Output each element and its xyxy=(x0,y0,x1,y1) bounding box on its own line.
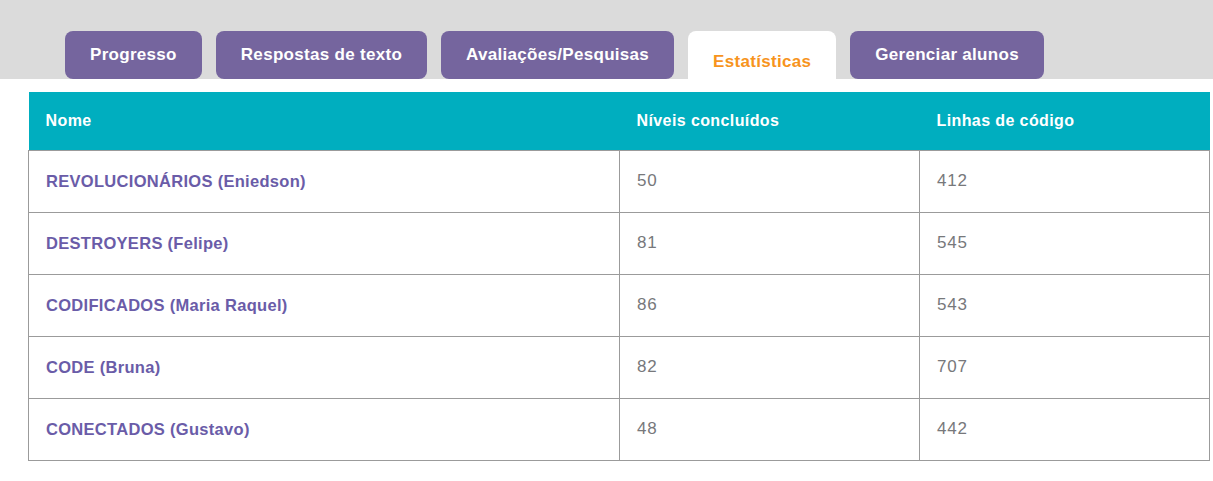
column-header-levels: Níveis concluídos xyxy=(620,92,920,150)
lines-of-code-cell: 442 xyxy=(920,398,1210,460)
lines-of-code-cell: 543 xyxy=(920,274,1210,336)
team-name-cell: REVOLUCIONÁRIOS (Eniedson) xyxy=(29,150,620,212)
column-header-name: Nome xyxy=(29,92,620,150)
table-row: CODE (Bruna) 82 707 xyxy=(29,336,1210,398)
levels-completed-cell: 82 xyxy=(620,336,920,398)
levels-completed-cell: 86 xyxy=(620,274,920,336)
statistics-table: Nome Níveis concluídos Linhas de código … xyxy=(28,92,1210,461)
table-row: DESTROYERS (Felipe) 81 545 xyxy=(29,212,1210,274)
table-row: CODIFICADOS (Maria Raquel) 86 543 xyxy=(29,274,1210,336)
levels-completed-cell: 48 xyxy=(620,398,920,460)
tab-estatisticas[interactable]: Estatísticas xyxy=(688,31,836,93)
tab-avaliacoes-pesquisas[interactable]: Avaliações/Pesquisas xyxy=(441,31,674,79)
team-name-cell: DESTROYERS (Felipe) xyxy=(29,212,620,274)
lines-of-code-cell: 545 xyxy=(920,212,1210,274)
table-header-row: Nome Níveis concluídos Linhas de código xyxy=(29,92,1210,150)
table-row: CONECTADOS (Gustavo) 48 442 xyxy=(29,398,1210,460)
lines-of-code-cell: 707 xyxy=(920,336,1210,398)
tab-progresso[interactable]: Progresso xyxy=(65,31,202,79)
lines-of-code-cell: 412 xyxy=(920,150,1210,212)
tab-gerenciar-alunos[interactable]: Gerenciar alunos xyxy=(850,31,1044,79)
team-name-cell: CODE (Bruna) xyxy=(29,336,620,398)
levels-completed-cell: 81 xyxy=(620,212,920,274)
table-row: REVOLUCIONÁRIOS (Eniedson) 50 412 xyxy=(29,150,1210,212)
levels-completed-cell: 50 xyxy=(620,150,920,212)
team-name-cell: CONECTADOS (Gustavo) xyxy=(29,398,620,460)
team-name-cell: CODIFICADOS (Maria Raquel) xyxy=(29,274,620,336)
tab-respostas-de-texto[interactable]: Respostas de texto xyxy=(216,31,427,79)
column-header-lines: Linhas de código xyxy=(920,92,1210,150)
tab-strip: Progresso Respostas de texto Avaliações/Pe… xyxy=(65,31,1044,93)
statistics-panel: Nome Níveis concluídos Linhas de código … xyxy=(28,92,1210,461)
tab-bar: Progresso Respostas de texto Avaliações/Pe… xyxy=(0,0,1213,79)
